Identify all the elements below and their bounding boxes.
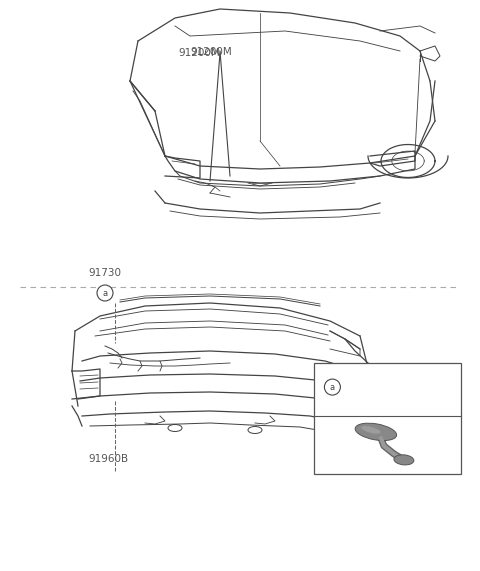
- Ellipse shape: [355, 423, 396, 441]
- Text: 91200M: 91200M: [178, 48, 220, 58]
- Text: a: a: [102, 288, 108, 297]
- Circle shape: [97, 285, 113, 301]
- Ellipse shape: [361, 426, 381, 434]
- Text: 91200M: 91200M: [190, 47, 232, 57]
- Text: 91960B: 91960B: [88, 454, 128, 464]
- Text: a: a: [330, 383, 335, 392]
- Ellipse shape: [394, 455, 414, 465]
- Bar: [314, 363, 461, 474]
- Circle shape: [324, 379, 340, 395]
- Text: 91942: 91942: [349, 382, 383, 392]
- Text: 91730: 91730: [88, 268, 121, 278]
